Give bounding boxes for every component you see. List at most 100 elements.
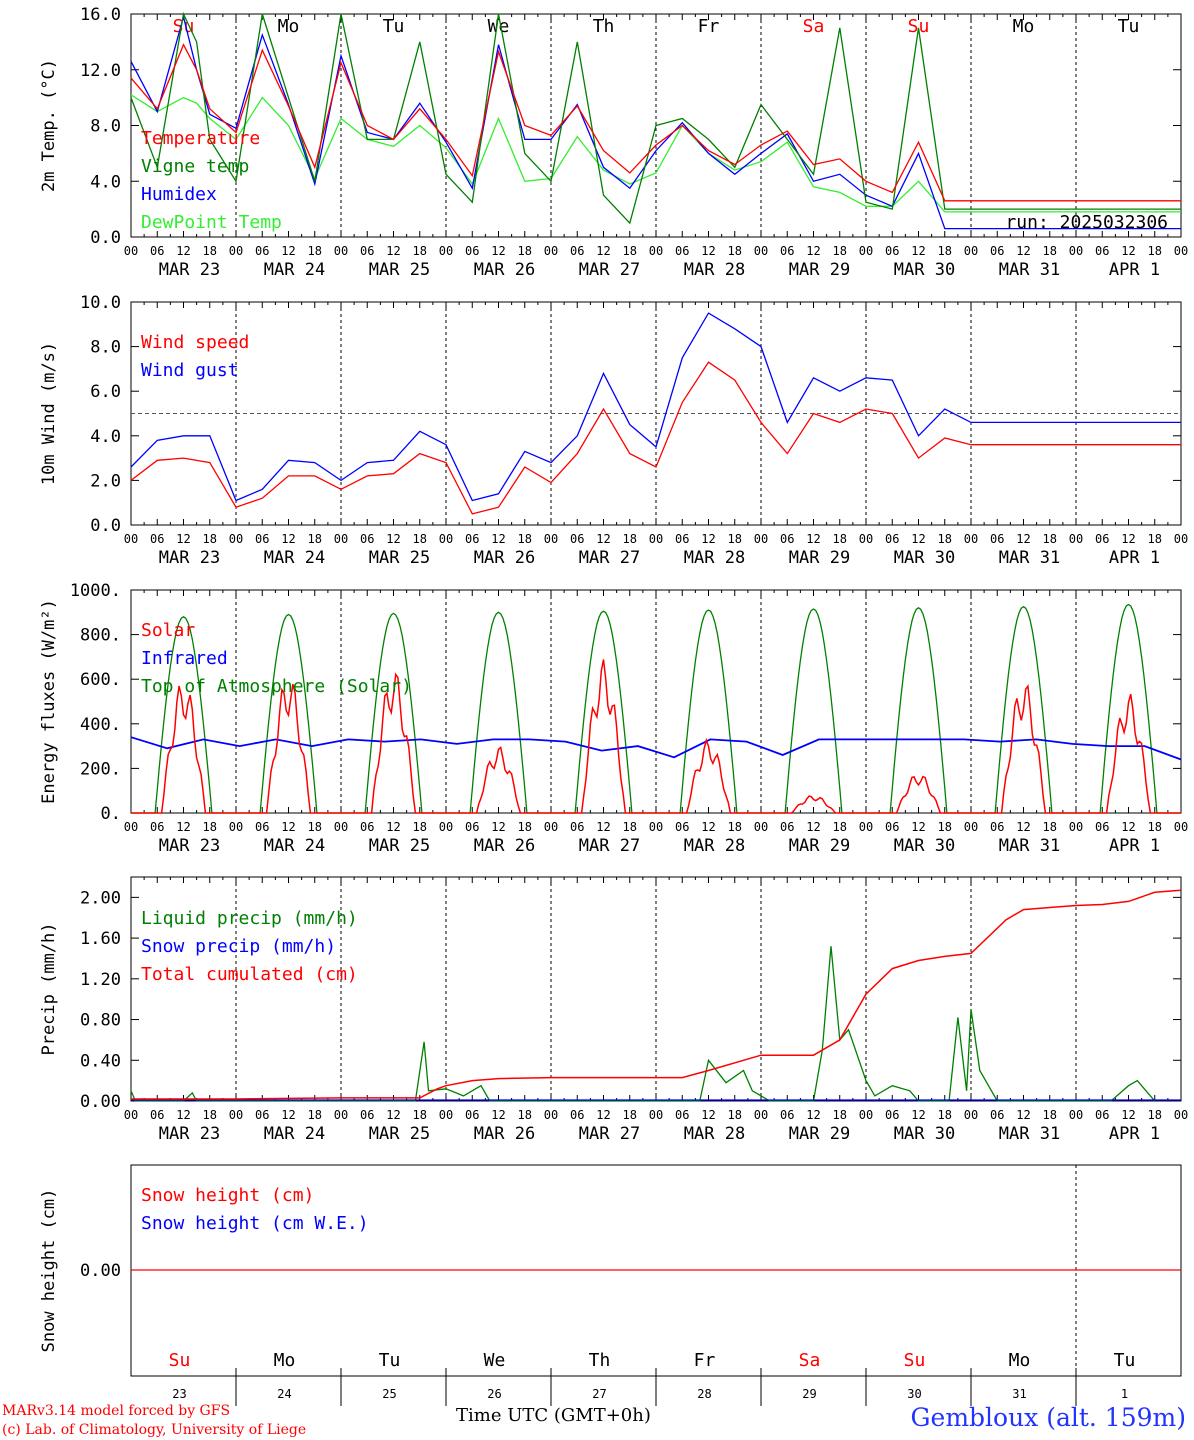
date-label: MAR 30 (894, 260, 955, 280)
day-name: Su (169, 1350, 191, 1371)
legend-entry: Snow height (cm W.E.) (141, 1213, 369, 1234)
date-label: MAR 28 (684, 836, 745, 856)
hour-tick-label: 00 (1174, 532, 1188, 546)
date-number: 23 (172, 1387, 186, 1401)
date-number: 25 (382, 1387, 396, 1401)
legend-entry: Temperature (141, 128, 260, 149)
legend-entry: Snow height (cm) (141, 1185, 314, 1206)
day-name: Sa (803, 16, 825, 37)
y-tick-label: 0.00 (80, 1261, 121, 1281)
hour-tick-label: 06 (150, 1108, 164, 1122)
model-credit: MARv3.14 model forced by GFS (2, 1403, 231, 1419)
day-name: We (488, 16, 510, 37)
y-tick-label: 0.00 (80, 1092, 121, 1112)
hour-tick-label: 12 (911, 532, 925, 546)
hour-tick-label: 00 (229, 1108, 243, 1122)
hour-tick-label: 12 (911, 1108, 925, 1122)
y-axis-label: 2m Temp. (°C) (39, 59, 59, 192)
legend-entry: Wind gust (141, 360, 239, 381)
hour-tick-label: 06 (150, 820, 164, 834)
date-label: APR 1 (1109, 1124, 1160, 1144)
hour-tick-label: 06 (150, 532, 164, 546)
hour-tick-label: 12 (176, 820, 190, 834)
y-tick-label: 4.0 (90, 172, 121, 192)
hour-tick-label: 06 (885, 532, 899, 546)
day-name: Mo (274, 1350, 296, 1371)
hour-tick-label: 18 (1148, 244, 1162, 258)
hour-tick-label: 00 (649, 1108, 663, 1122)
date-label: MAR 25 (369, 1124, 430, 1144)
hour-tick-label: 12 (491, 244, 505, 258)
hour-tick-label: 18 (938, 532, 952, 546)
legend-entry: Snow precip (mm/h) (141, 936, 336, 957)
hour-tick-label: 00 (124, 1108, 138, 1122)
hour-tick-label: 18 (938, 244, 952, 258)
hour-tick-label: 12 (701, 244, 715, 258)
day-name: Fr (694, 1350, 716, 1371)
date-label: MAR 26 (474, 1124, 535, 1144)
hour-tick-label: 12 (1121, 820, 1135, 834)
hour-tick-label: 18 (203, 244, 217, 258)
hour-tick-label: 00 (439, 820, 453, 834)
hour-tick-label: 18 (518, 1108, 532, 1122)
run-label: run: 2025032306 (1005, 212, 1168, 233)
legend-entry: Top of Atmosphere (Solar) (141, 676, 412, 697)
hour-tick-label: 12 (386, 820, 400, 834)
hour-tick-label: 12 (596, 820, 610, 834)
hour-tick-label: 12 (1121, 1108, 1135, 1122)
hour-tick-label: 18 (1043, 532, 1057, 546)
hour-tick-label: 18 (413, 1108, 427, 1122)
hour-tick-label: 12 (701, 820, 715, 834)
y-tick-label: 0.80 (80, 1011, 121, 1031)
hour-tick-label: 00 (1069, 1108, 1083, 1122)
hour-tick-label: 18 (413, 532, 427, 546)
hour-tick-label: 06 (990, 244, 1004, 258)
legend-entry: Total cumulated (cm) (141, 964, 358, 985)
hour-tick-label: 12 (806, 820, 820, 834)
hour-tick-label: 18 (1148, 532, 1162, 546)
hour-tick-label: 06 (360, 532, 374, 546)
hour-tick-label: 00 (1069, 820, 1083, 834)
series-line-humidex (130, 14, 1181, 230)
hour-tick-label: 06 (360, 1108, 374, 1122)
hour-tick-label: 12 (281, 244, 295, 258)
hour-tick-label: 00 (754, 820, 768, 834)
hour-tick-label: 00 (334, 820, 348, 834)
series-line-temperature (130, 43, 1181, 202)
series-line-liquid-precip (130, 946, 1156, 1102)
y-tick-label: 10.0 (80, 293, 121, 313)
day-name: Tu (379, 1350, 401, 1371)
date-label: MAR 25 (369, 260, 430, 280)
date-label: MAR 29 (789, 260, 850, 280)
hour-tick-label: 18 (1043, 820, 1057, 834)
hour-tick-label: 12 (491, 532, 505, 546)
legend-entry: Solar (141, 620, 195, 641)
hour-tick-label: 06 (780, 244, 794, 258)
hour-tick-label: 06 (885, 244, 899, 258)
hour-tick-label: 12 (911, 820, 925, 834)
y-axis-label: Energy fluxes (W/m²) (39, 599, 59, 804)
date-number: 30 (907, 1387, 921, 1401)
hour-tick-label: 06 (255, 244, 269, 258)
hour-tick-label: 18 (833, 820, 847, 834)
legend-entry: Wind speed (141, 332, 249, 353)
date-label: MAR 23 (159, 548, 220, 568)
hour-tick-label: 12 (1016, 244, 1030, 258)
hour-tick-label: 18 (833, 1108, 847, 1122)
hour-tick-label: 06 (465, 1108, 479, 1122)
hour-tick-label: 12 (1016, 532, 1030, 546)
hour-tick-label: 06 (465, 244, 479, 258)
hour-tick-label: 06 (255, 820, 269, 834)
y-tick-label: 600. (80, 670, 121, 690)
hour-tick-label: 12 (1121, 532, 1135, 546)
date-label: APR 1 (1109, 548, 1160, 568)
hour-tick-label: 06 (570, 532, 584, 546)
date-label: APR 1 (1109, 836, 1160, 856)
date-label: APR 1 (1109, 260, 1160, 280)
hour-tick-label: 00 (649, 820, 663, 834)
hour-tick-label: 06 (1095, 820, 1109, 834)
day-name: Mo (278, 16, 300, 37)
hour-tick-label: 12 (911, 244, 925, 258)
hour-tick-label: 06 (1095, 532, 1109, 546)
lab-credit: (c) Lab. of Climatology, University of L… (2, 1422, 307, 1438)
